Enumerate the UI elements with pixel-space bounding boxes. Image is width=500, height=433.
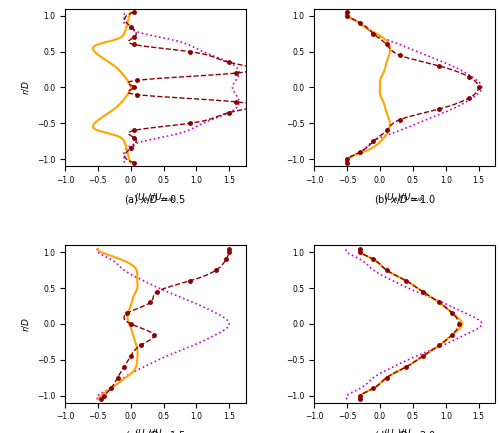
Y-axis label: $r/D$: $r/D$: [20, 80, 31, 95]
Title: (b) $x/D = 1.0$: (b) $x/D = 1.0$: [374, 193, 436, 206]
Title: (c) $x/D = 1.5$: (c) $x/D = 1.5$: [124, 429, 186, 433]
X-axis label: $\langle U_x \rangle / U_{bulk}$: $\langle U_x \rangle / U_{bulk}$: [383, 427, 426, 433]
X-axis label: $\langle U_x \rangle / U_{bulk}$: $\langle U_x \rangle / U_{bulk}$: [134, 427, 177, 433]
X-axis label: $\langle U_x \rangle / U_{bulk}$: $\langle U_x \rangle / U_{bulk}$: [134, 191, 177, 203]
Y-axis label: $r/D$: $r/D$: [20, 316, 31, 332]
Title: (a) $x/D = 0.5$: (a) $x/D = 0.5$: [124, 193, 186, 206]
Title: (d) $x/D = 2.0$: (d) $x/D = 2.0$: [374, 429, 436, 433]
X-axis label: $\langle U_x \rangle / U_{bulk}$: $\langle U_x \rangle / U_{bulk}$: [383, 191, 426, 203]
